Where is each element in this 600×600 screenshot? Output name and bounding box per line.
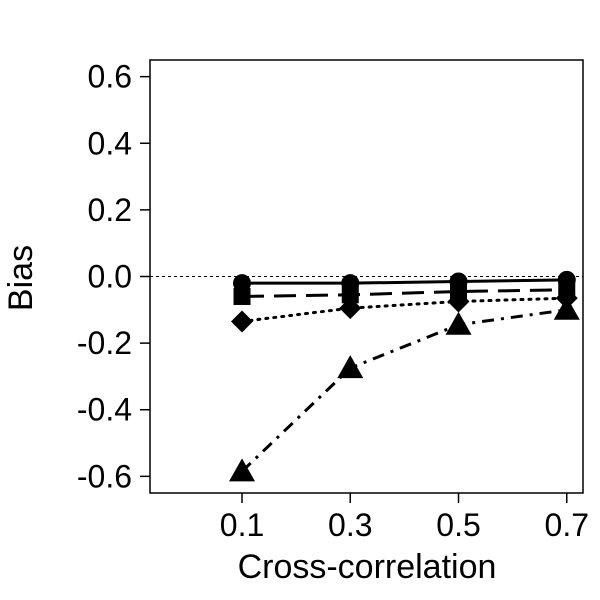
plot-area xyxy=(150,270,583,482)
data-point-triangle xyxy=(553,296,580,320)
x-tick-label: 0.3 xyxy=(328,507,372,543)
series-line-triangle xyxy=(240,308,567,473)
y-axis-title: Bias xyxy=(2,245,40,311)
data-point-triangle xyxy=(229,458,256,482)
series-triangle xyxy=(229,296,580,482)
data-point-square xyxy=(341,286,359,304)
data-point-circle xyxy=(233,274,252,293)
data-point-square xyxy=(233,287,251,305)
series-line-square xyxy=(241,288,567,298)
series-square xyxy=(233,281,576,305)
data-point-diamond xyxy=(447,290,470,313)
y-tick-label: 0.2 xyxy=(88,192,132,228)
series-line-circle xyxy=(242,278,567,285)
y-tick-label: -0.2 xyxy=(77,325,132,361)
data-point-triangle xyxy=(337,355,364,379)
series-line-diamond xyxy=(240,296,569,323)
y-tick-label: -0.4 xyxy=(77,392,132,428)
series-diamond xyxy=(231,287,578,333)
data-point-triangle xyxy=(445,311,472,335)
axes: -0.6 -0.4 -0.2 0.0 0.2 0.4 0.6 0.1 0.3 0.5 0.7 xyxy=(77,59,589,543)
data-point-diamond xyxy=(339,297,362,320)
x-axis-title: Cross-correlation xyxy=(238,548,497,586)
y-tick-label: -0.6 xyxy=(77,458,132,494)
x-tick-label: 0.5 xyxy=(436,507,480,543)
data-point-diamond xyxy=(231,310,254,333)
series-circle xyxy=(233,270,576,293)
y-tick-label: 0.0 xyxy=(88,259,132,295)
x-tick-label: 0.7 xyxy=(545,507,589,543)
y-tick-label: 0.6 xyxy=(88,59,132,95)
x-tick-label: 0.1 xyxy=(220,507,264,543)
y-tick-label: 0.4 xyxy=(88,125,132,161)
